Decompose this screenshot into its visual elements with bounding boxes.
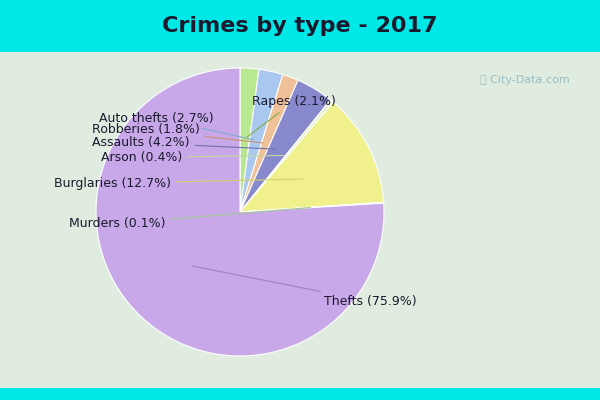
Text: Murders (0.1%): Murders (0.1%) bbox=[68, 208, 311, 230]
Text: Assaults (4.2%): Assaults (4.2%) bbox=[92, 136, 275, 149]
Text: Rapes (2.1%): Rapes (2.1%) bbox=[247, 95, 335, 137]
Text: ⓘ City-Data.com: ⓘ City-Data.com bbox=[480, 75, 570, 85]
Wedge shape bbox=[240, 80, 331, 212]
Wedge shape bbox=[240, 69, 283, 212]
Text: Robberies (1.8%): Robberies (1.8%) bbox=[92, 124, 263, 143]
Text: Auto thefts (2.7%): Auto thefts (2.7%) bbox=[100, 112, 253, 140]
Wedge shape bbox=[240, 68, 259, 212]
Wedge shape bbox=[96, 68, 384, 356]
Wedge shape bbox=[240, 100, 333, 212]
Text: Thefts (75.9%): Thefts (75.9%) bbox=[193, 266, 416, 308]
Text: Crimes by type - 2017: Crimes by type - 2017 bbox=[162, 16, 438, 36]
Text: Burglaries (12.7%): Burglaries (12.7%) bbox=[54, 177, 303, 190]
Wedge shape bbox=[240, 202, 384, 212]
Wedge shape bbox=[240, 74, 298, 212]
Wedge shape bbox=[240, 102, 383, 212]
Text: Arson (0.4%): Arson (0.4%) bbox=[101, 151, 284, 164]
